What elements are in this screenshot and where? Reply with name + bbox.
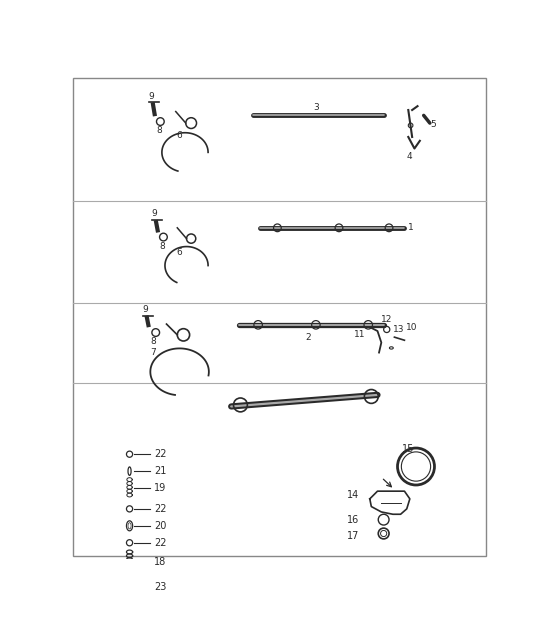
Text: 13: 13 [393,325,405,334]
Text: 6: 6 [176,248,181,257]
Text: 21: 21 [154,466,167,476]
Text: 2: 2 [305,333,311,342]
Text: 19: 19 [154,483,166,493]
Text: 15: 15 [402,444,415,454]
Text: 4: 4 [407,152,413,161]
Text: 7: 7 [150,348,155,357]
Text: 20: 20 [154,521,167,531]
Text: 12: 12 [381,315,392,324]
Text: 9: 9 [148,92,154,100]
FancyBboxPatch shape [72,78,486,556]
Polygon shape [127,580,132,587]
Text: 8: 8 [156,126,162,135]
Text: 23: 23 [154,582,167,592]
Text: 8: 8 [150,337,156,346]
Text: 11: 11 [354,330,366,339]
Text: 18: 18 [154,557,166,567]
Text: 5: 5 [430,120,436,129]
Text: 9: 9 [142,305,148,314]
Text: 22: 22 [154,538,167,548]
Text: 3: 3 [313,103,319,112]
Text: 1: 1 [408,224,414,232]
Text: 16: 16 [347,516,359,526]
Text: 9: 9 [152,210,157,219]
Text: 6: 6 [177,131,183,140]
Text: 22: 22 [154,504,167,514]
Text: 10: 10 [407,323,418,332]
Text: 14: 14 [347,490,359,500]
Text: 22: 22 [154,449,167,459]
Text: 17: 17 [347,531,359,541]
Text: 8: 8 [159,242,165,251]
